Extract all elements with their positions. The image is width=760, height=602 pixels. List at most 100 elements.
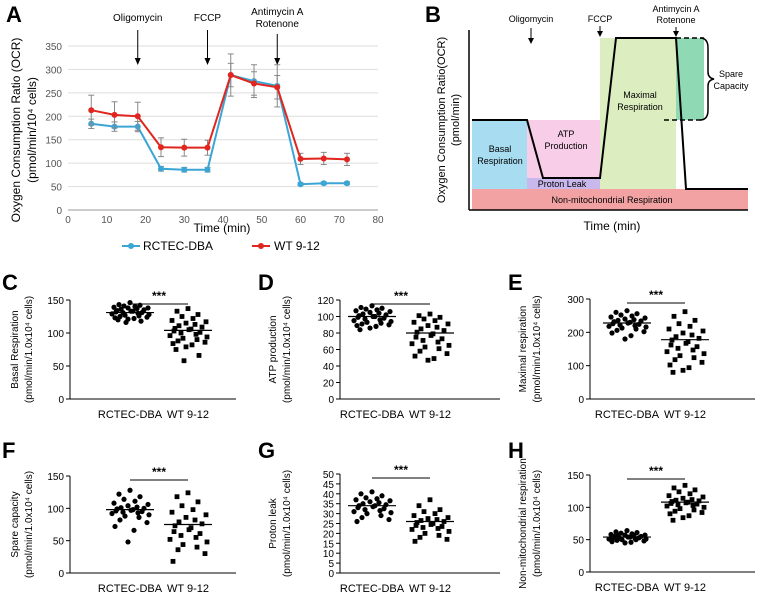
- rctec-data-point: [374, 496, 380, 502]
- y-tick-label: 150: [47, 296, 64, 307]
- wt-data-point: [428, 333, 434, 338]
- y-tick-label: 50: [323, 470, 335, 481]
- rctec-data-point: [354, 322, 360, 329]
- y-axis-label-line2: (pmol/min/1.0x10⁴ cells): [532, 470, 543, 577]
- wt-data-point: [692, 487, 698, 493]
- wt-data-point: [174, 308, 180, 314]
- wt-data-point: [670, 517, 676, 523]
- rctec-data-point: [358, 491, 364, 497]
- rctec-data-point: [609, 330, 615, 336]
- a-legend: RCTEC-DBA WT 9-12: [122, 239, 320, 253]
- y-tick-label: 120: [317, 296, 334, 307]
- y-tick-label: 60: [323, 346, 335, 357]
- wt-data-point: [422, 344, 428, 350]
- legend-rctec-label: RCTEC-DBA: [143, 239, 213, 253]
- rctec-data-point: [360, 311, 366, 317]
- wt-data-point: [436, 532, 442, 538]
- wt-data-point: [192, 322, 198, 327]
- wt-data-point: [427, 311, 433, 317]
- wt-data-point: [444, 536, 450, 542]
- b-spare-label-line2: Capacity: [713, 81, 749, 91]
- a-annotation-label: Oligomycin: [113, 13, 162, 24]
- wt-data-point: [696, 335, 702, 341]
- wt-data-point: [664, 503, 670, 509]
- b-oligomycin-arrowhead: [528, 38, 534, 44]
- wt-data-point: [227, 72, 234, 79]
- wt-data-point: [193, 331, 199, 337]
- rctec-data-point: [122, 312, 128, 318]
- wt-data-point: [183, 344, 189, 350]
- rctec-data-point: [364, 319, 370, 325]
- rctec-data-point: [134, 504, 140, 510]
- wt-data-point: [414, 520, 420, 525]
- wt-data-point: [673, 334, 679, 340]
- rctec-data-point: [609, 539, 615, 545]
- x-category-label: RCTEC-DBA: [98, 409, 163, 421]
- wt-data-point: [414, 329, 420, 335]
- b-nonmito-region: [472, 189, 748, 210]
- y-axis-label-line1: ATP production: [268, 315, 279, 383]
- a-annotation-label: Antimycin A: [251, 7, 304, 18]
- b-spare-brace: [699, 37, 715, 121]
- wt-data-point: [174, 494, 180, 500]
- rctec-data-point: [112, 523, 118, 530]
- rctec-data-point: [120, 509, 126, 515]
- panel-label-b: B: [425, 2, 441, 27]
- rctec-data-point: [387, 308, 393, 315]
- x-category-label: WT 9-12: [664, 409, 706, 421]
- wt-data-point: [446, 529, 452, 534]
- y-tick-label: 20: [323, 529, 335, 540]
- wt-data-point: [687, 491, 693, 497]
- y-tick-label: 0: [328, 395, 334, 406]
- y-tick-label: 100: [567, 503, 584, 514]
- y-axis-label-line1: Maximal respiration: [518, 306, 529, 393]
- rctec-data-point: [369, 489, 375, 495]
- wt-data-point: [197, 531, 203, 536]
- spare-capacity-scatter: 0 50 100 150 RCTEC-DBA WT 9-12 Spare capacity(…: [10, 465, 236, 595]
- b-ocr-trace: [472, 37, 748, 190]
- wt-data-point: [195, 312, 201, 317]
- rctec-data-point: [379, 493, 385, 499]
- wt-data-point: [434, 517, 440, 522]
- y-tick-label: 10: [323, 549, 335, 560]
- y-axis-label-line1: Basal Respiration: [10, 310, 21, 388]
- y-tick-label: 300: [567, 295, 584, 306]
- wt-data-point: [409, 341, 415, 347]
- rctec-data-point: [613, 529, 619, 535]
- wt-data-point: [178, 533, 184, 538]
- rctec-data-point: [145, 305, 151, 311]
- legend-rctec-marker: [128, 243, 134, 249]
- wt-data-point: [134, 113, 141, 120]
- panel-label-d: D: [258, 270, 274, 295]
- rctec-data-point: [297, 181, 304, 188]
- wt-data-point: [435, 339, 441, 345]
- rctec-data-point: [144, 519, 150, 526]
- wt-data-point: [171, 328, 177, 334]
- rctec-data-point: [631, 317, 637, 323]
- a-x-tick-label: 10: [101, 215, 113, 226]
- rctec-data-point: [139, 508, 145, 515]
- significance-label: ***: [649, 288, 663, 302]
- wt-data-point: [412, 538, 418, 544]
- y-tick-label: 100: [317, 313, 334, 324]
- rctec-data-point: [137, 494, 143, 500]
- wt-data-point: [199, 324, 205, 330]
- rctec-data-point: [111, 304, 117, 310]
- rctec-data-point: [109, 510, 115, 517]
- wt-data-point: [417, 348, 423, 354]
- wt-data-point: [344, 156, 350, 163]
- wt-data-point: [422, 531, 428, 536]
- wt-data-point: [667, 511, 673, 517]
- wt-data-point: [158, 144, 164, 151]
- wt-data-point: [195, 499, 201, 505]
- y-tick-label: 30: [323, 510, 335, 521]
- rctec-data-point: [320, 180, 327, 187]
- panel-label-h: H: [508, 438, 524, 463]
- rctec-data-point: [641, 329, 647, 335]
- wt-data-point: [197, 329, 203, 335]
- a-x-axis-label: Time (min): [194, 221, 251, 235]
- b-basal-label-line1: Basal: [489, 144, 512, 154]
- rctec-data-point: [606, 323, 612, 329]
- wt-data-point: [183, 320, 189, 326]
- b-y-axis-label-line2: (pmol/min): [450, 94, 462, 146]
